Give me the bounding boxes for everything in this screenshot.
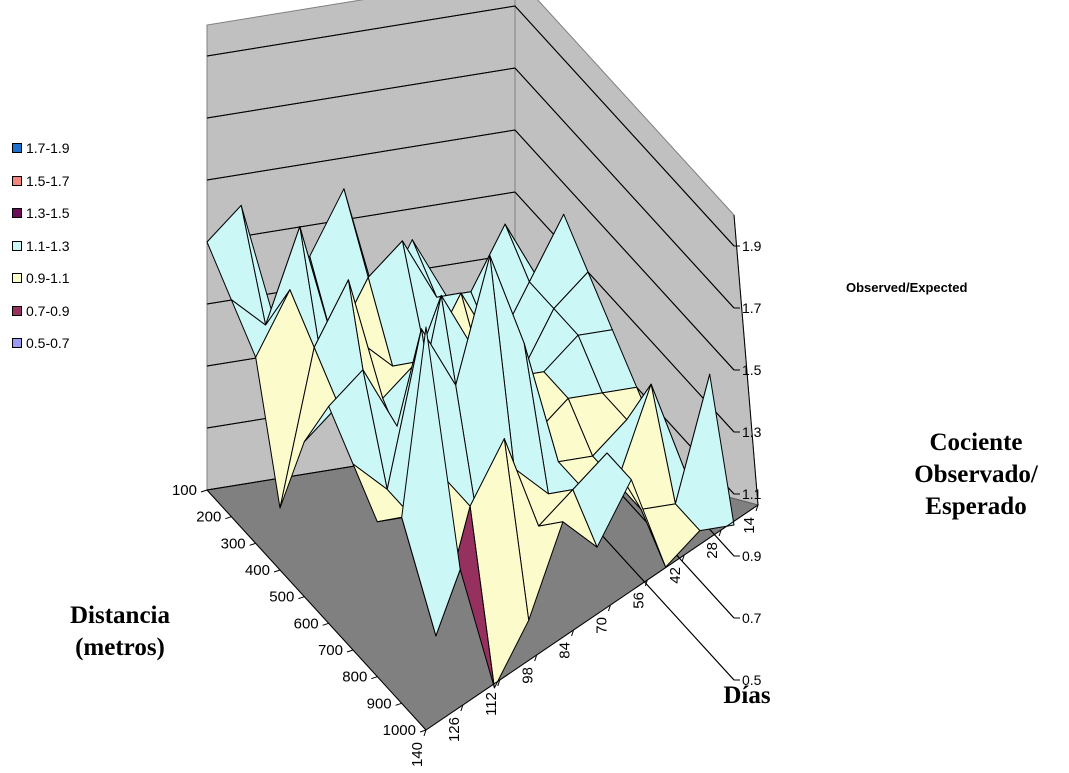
days-tick [681,554,685,562]
legend-item: 1.1-1.3 [12,230,70,263]
days-tick-label: 98 [520,667,537,684]
days-tick-label: 140 [409,742,426,767]
distance-tick-label: 600 [294,615,319,632]
legend-item: 1.7-1.9 [12,132,70,165]
distance-tick [395,702,402,706]
z-gridline-minor [206,5,735,247]
legend-item: 1.5-1.7 [12,165,70,198]
distance-tick-label: 1000 [383,722,416,739]
legend: 1.7-1.9 1.5-1.7 1.3-1.5 1.1-1.3 0.9-1.1 0.7-0… [12,132,70,360]
days-tick [755,504,759,512]
z-tick-label: 0.5 [742,672,762,688]
days-tick-label: 28 [704,542,721,559]
z-tick-label: 1.1 [742,486,762,502]
days-tick-label: 42 [667,567,684,584]
legend-label: 1.7-1.9 [26,140,70,157]
days-tick [571,629,575,637]
days-tick [607,604,611,612]
distance-tick [419,729,427,733]
days-tick-label: 126 [446,717,463,742]
days-tick [423,729,427,737]
distance-tick [225,516,232,520]
z-gridline-minor [206,129,735,371]
days-tick-label: 14 [741,517,758,534]
days-tick-label: 56 [630,592,647,609]
legend-label: 1.3-1.5 [26,205,70,222]
days-tick [460,704,464,712]
legend-swatch [12,143,22,154]
legend-item: 0.7-0.9 [12,295,70,328]
days-tick [644,579,648,587]
distance-tick-label: 100 [172,482,197,499]
z-axis-inner-label: Observed/Expected [846,280,968,295]
distance-tick [200,489,208,493]
z-tick-label: 1.5 [742,362,762,378]
distance-axis-title: Distancia (metros) [70,602,170,661]
days-tick-label: 112 [483,692,500,716]
surface-plot [206,188,735,689]
legend-label: 0.5-0.7 [26,335,70,352]
legend-swatch [12,175,22,186]
legend-swatch [12,273,22,284]
legend-swatch [12,338,22,349]
legend-item: 0.5-0.7 [12,327,70,360]
z-tick-label: 1.7 [742,300,762,316]
z-gridline-minor [206,67,735,309]
legend-item: 1.3-1.5 [12,197,70,230]
z-tick-label: 1.9 [742,238,762,254]
z-axis-title: Cociente Observado/ Esperado [914,429,1038,520]
legend-label: 1.5-1.7 [26,172,70,189]
distance-tick [249,542,256,546]
legend-swatch [12,305,22,316]
days-axis-line [425,504,759,731]
distance-tick-label: 400 [245,562,270,579]
z-axis-line [733,214,759,506]
distance-tick [298,596,305,600]
days-tick [718,529,722,537]
legend-label: 0.9-1.1 [26,270,70,287]
legend-swatch [12,208,22,219]
distance-tick-label: 700 [318,642,343,659]
z-tick-label: 1.3 [742,424,762,440]
legend-label: 1.1-1.3 [26,237,70,254]
legend-swatch [12,240,22,251]
distance-tick-label: 900 [367,695,392,712]
days-axis-title: Días [723,682,771,709]
distance-tick-label: 500 [269,589,294,606]
distance-tick [346,649,354,653]
days-tick-label: 70 [593,617,610,634]
z-tick-label: 0.7 [742,610,762,626]
distance-tick [273,569,281,573]
z-gridline-minor [206,191,735,433]
distance-tick-label: 800 [342,669,367,686]
distance-axis-line [206,489,427,731]
legend-item: 0.9-1.1 [12,262,70,295]
distance-tick [322,622,329,626]
days-tick-label: 84 [557,642,574,659]
legend-label: 0.7-0.9 [26,302,70,319]
days-tick [534,654,538,662]
days-tick [497,679,501,687]
distance-tick-label: 200 [196,509,221,526]
z-tick-label: 0.9 [742,548,762,564]
surface-patch [401,326,461,637]
distance-tick [371,676,378,680]
distance-tick-label: 300 [221,535,246,552]
